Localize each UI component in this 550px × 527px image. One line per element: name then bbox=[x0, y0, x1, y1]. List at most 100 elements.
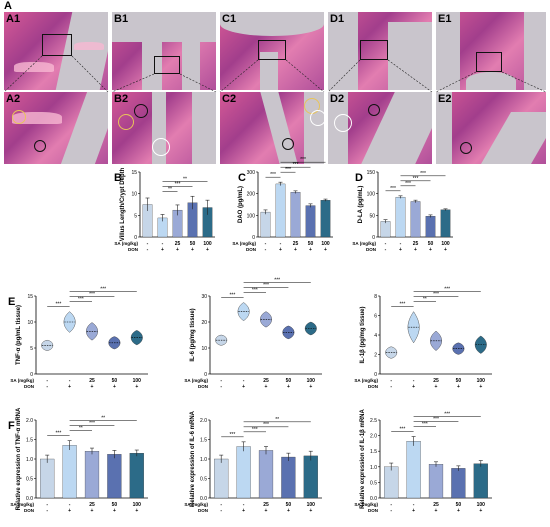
micro-label-e1: E1 bbox=[438, 13, 452, 25]
highlight-circle bbox=[134, 104, 148, 118]
don-mark-label: - bbox=[147, 247, 149, 253]
sa-dose-label: - bbox=[243, 378, 245, 384]
sig-stars: *** bbox=[270, 172, 276, 178]
don-mark-label: - bbox=[390, 508, 392, 514]
bar bbox=[303, 455, 318, 499]
highlight-circle bbox=[282, 138, 294, 150]
don-mark-label: - bbox=[385, 247, 387, 253]
sa-dose-label: - bbox=[280, 241, 282, 247]
sa-dose-label: - bbox=[46, 502, 48, 508]
don-mark-label: + bbox=[412, 508, 415, 514]
don-header: DON bbox=[128, 247, 138, 252]
sa-dose-label: 100 bbox=[133, 378, 142, 384]
don-mark-label: + bbox=[309, 508, 312, 514]
micrograph-d2 bbox=[328, 92, 432, 164]
sa-dose-label: - bbox=[400, 241, 402, 247]
y-tick-label: 0 bbox=[374, 372, 377, 378]
sig-stars: *** bbox=[444, 287, 450, 293]
micrograph-c2 bbox=[220, 92, 324, 164]
sa-dose-label: 50 bbox=[112, 378, 118, 384]
don-mark-label: - bbox=[390, 384, 392, 390]
bar bbox=[236, 446, 251, 499]
bar bbox=[320, 200, 331, 238]
y-tick-label: 1.5 bbox=[26, 438, 33, 444]
highlight-circle bbox=[152, 138, 170, 156]
sig-stars: *** bbox=[399, 302, 405, 308]
sa-header: SA (mg/kg) bbox=[114, 241, 138, 246]
don-mark-label: + bbox=[287, 508, 290, 514]
y-tick-label: 0.5 bbox=[26, 477, 33, 483]
y-tick-label: 0.0 bbox=[370, 496, 377, 502]
sig-stars: *** bbox=[89, 421, 95, 427]
zoom-guides bbox=[3, 55, 547, 93]
zoom-box bbox=[154, 56, 180, 74]
chart-panel-7: 0.0 0.5 1.0 1.5 2.0 Relative expression of IL… bbox=[184, 410, 322, 514]
sa-dose-label: - bbox=[390, 502, 392, 508]
y-tick-label: 0 bbox=[252, 235, 255, 241]
micrograph-c1 bbox=[220, 12, 324, 90]
zoom-box bbox=[476, 52, 502, 72]
don-mark-label: + bbox=[399, 247, 402, 253]
y-tick-label: 1.5 bbox=[200, 438, 207, 444]
y-tick-label: 5 bbox=[30, 346, 33, 352]
sa-dose-label: 50 bbox=[286, 502, 292, 508]
don-mark-label: + bbox=[68, 508, 71, 514]
don-mark-label: + bbox=[429, 247, 432, 253]
bar bbox=[305, 205, 316, 238]
don-mark-label: + bbox=[279, 247, 282, 253]
sa-dose-label: 100 bbox=[477, 378, 486, 384]
micrograph-d1 bbox=[328, 12, 432, 90]
bar bbox=[440, 209, 451, 238]
don-mark-label: + bbox=[287, 384, 290, 390]
bar bbox=[410, 201, 421, 238]
chart-panel-6: F 0.0 0.5 1.0 1.5 2.0 Relative expression of T… bbox=[8, 407, 148, 514]
sa-dose-label: 25 bbox=[413, 241, 419, 247]
chart-panel-3: E 0 5 10 15 TNF-α (pg/mL tissue) *** *** *** *** S… bbox=[8, 287, 148, 390]
don-mark-label: + bbox=[191, 247, 194, 253]
sa-dose-label: 100 bbox=[203, 241, 212, 247]
micro-label-d2: D2 bbox=[330, 93, 345, 105]
sig-stars: *** bbox=[300, 157, 306, 163]
don-header: DON bbox=[24, 508, 34, 513]
sa-header: SA (mg/kg) bbox=[232, 241, 256, 246]
sig-stars: *** bbox=[444, 412, 450, 418]
don-mark-label: + bbox=[309, 384, 312, 390]
bar bbox=[290, 191, 301, 238]
micro-label-e2: E2 bbox=[438, 93, 452, 105]
y-tick-label: 0 bbox=[30, 372, 33, 378]
sig-stars: *** bbox=[274, 278, 280, 284]
sig-stars: *** bbox=[252, 288, 258, 294]
highlight-circle bbox=[12, 110, 26, 124]
sa-dose-label: - bbox=[413, 502, 415, 508]
sa-dose-label: 100 bbox=[133, 502, 142, 508]
micro-label-b1: B1 bbox=[114, 13, 129, 25]
don-mark-label: + bbox=[242, 508, 245, 514]
don-mark-label: + bbox=[479, 508, 482, 514]
y-tick-label: 5 bbox=[134, 213, 137, 219]
micro-label-b2: B2 bbox=[114, 93, 129, 105]
sa-dose-label: 50 bbox=[456, 378, 462, 384]
y-tick-label: 1.0 bbox=[26, 457, 33, 463]
highlight-circle bbox=[118, 114, 134, 130]
bar bbox=[451, 468, 466, 499]
sa-dose-label: - bbox=[69, 502, 71, 508]
don-header: DON bbox=[198, 384, 208, 389]
y-tick-label: 20 bbox=[201, 320, 207, 326]
bar bbox=[129, 452, 144, 499]
sa-dose-label: - bbox=[243, 502, 245, 508]
sa-dose-label: 25 bbox=[263, 502, 269, 508]
y-axis-label: DAO (pg/mL) bbox=[238, 186, 244, 223]
sa-dose-label: - bbox=[147, 241, 149, 247]
sa-dose-label: 50 bbox=[428, 241, 434, 247]
y-tick-label: 150 bbox=[367, 170, 376, 176]
sig-stars: *** bbox=[285, 167, 291, 173]
don-mark-label: + bbox=[206, 247, 209, 253]
micrograph-e2 bbox=[436, 92, 546, 164]
zoom-box bbox=[360, 40, 388, 60]
micrograph-a2 bbox=[4, 92, 108, 164]
don-mark-label: + bbox=[309, 247, 312, 253]
y-tick-label: 2.5 bbox=[370, 418, 377, 424]
don-mark-label: + bbox=[444, 247, 447, 253]
